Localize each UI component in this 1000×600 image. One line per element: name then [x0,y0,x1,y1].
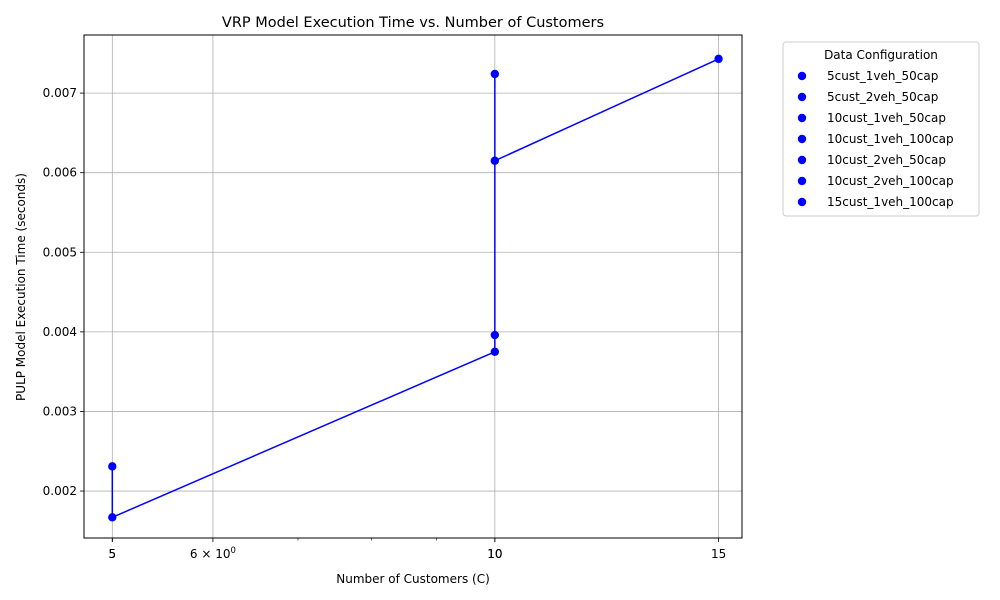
legend-items: 5cust_1veh_50cap 5cust_2veh_50cap 10cust_1… [797,69,954,209]
x-tick-label: 15 [711,547,726,561]
legend-box [782,41,980,217]
y-tick-label: 0.002 [43,484,77,498]
legend-marker [797,113,807,123]
legend-marker [797,134,807,144]
data-point-10cust_1veh_50cap [490,347,500,356]
y-tick-label: 0.005 [43,245,77,259]
data-point-5cust_2veh_50cap [108,513,117,522]
y-tick-label: 0.004 [43,325,77,339]
x-tick-label: 5 [108,547,116,561]
legend-label: 5cust_1veh_50cap [827,69,938,83]
legend-marker [797,197,807,207]
legend-label: 10cust_1veh_100cap [827,132,954,146]
legend-marker [797,92,807,102]
legend-label: 15cust_1veh_100cap [827,195,954,209]
series-polyline [111,58,719,519]
plot-frame [83,34,743,539]
data-points [108,54,723,522]
x-axis-label: Number of Customers (C) [336,572,490,586]
data-point-15cust_1veh_100cap [714,54,723,64]
legend-label: 5cust_2veh_50cap [827,90,938,104]
legend-marker [797,71,807,81]
legend: Data Configuration 5cust_1veh_50cap5cust… [782,41,980,217]
chart-title: VRP Model Execution Time vs. Number of C… [222,15,604,31]
x-tick-label: 6 × 100 [190,546,236,561]
y-tick-label: 0.007 [43,86,77,100]
data-point-10cust_1veh_100cap [490,330,500,340]
data-point-10cust_2veh_50cap [490,156,500,165]
y-tick-label: 0.006 [43,166,77,180]
legend-label: 10cust_2veh_50cap [827,153,946,167]
legend-label: 10cust_2veh_100cap [827,174,954,188]
y-tick-label: 0.003 [43,404,77,418]
y-axis-ticks: 0.002 0.003 0.004 0.005 0.006 0.007 [43,86,84,498]
x-tick-label: 10 [487,547,502,561]
legend-title: Data Configuration [824,48,938,62]
x-tick-label: 10 [487,547,502,561]
x-tick-label: 5 [108,547,116,561]
legend-marker [797,155,807,165]
y-axis-label: PULP Model Execution Time (seconds) [14,173,28,401]
legend-marker [797,176,807,186]
legend-label: 10cust_1veh_50cap [827,111,946,125]
data-point-10cust_2veh_100cap [490,69,500,79]
series-line [111,58,719,519]
data-point-5cust_1veh_50cap [108,462,117,471]
